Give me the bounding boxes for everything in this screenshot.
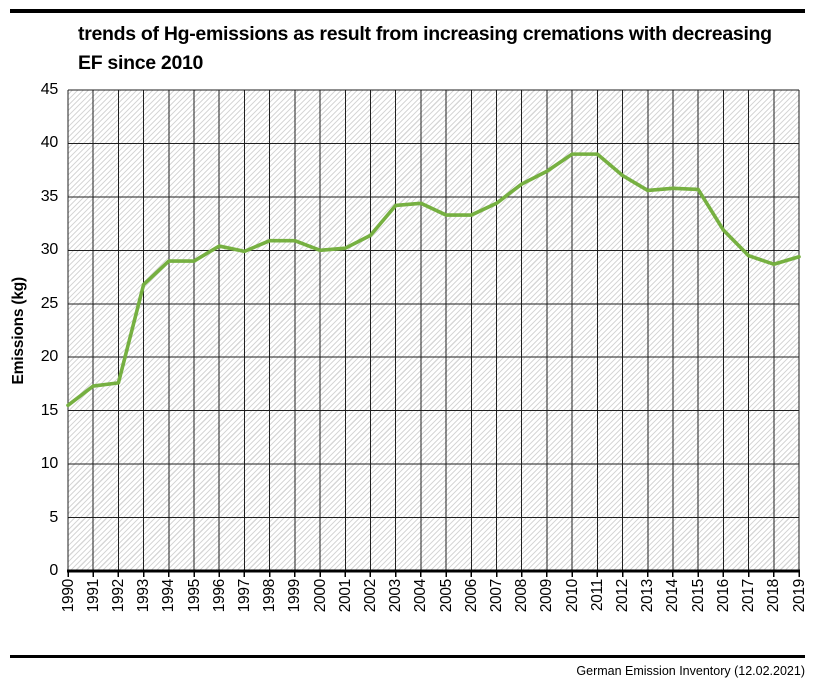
- x-tick-label: 2012: [614, 579, 632, 613]
- x-tick-label: 2010: [563, 579, 581, 613]
- plot-area: [66, 89, 801, 577]
- x-tick-label: 1998: [261, 579, 279, 613]
- chart-title-line1: trends of Hg-emissions as result from in…: [78, 23, 772, 45]
- y-tick-label: 15: [40, 401, 59, 419]
- x-tick-label: 2009: [538, 579, 556, 613]
- x-tick-label: 2007: [488, 579, 506, 613]
- x-tick-label: 2018: [765, 579, 783, 613]
- y-tick-label: 45: [40, 81, 59, 98]
- y-tick-label: 5: [49, 508, 58, 526]
- y-tick-label: 40: [40, 134, 59, 152]
- x-tick-label: 1996: [210, 579, 228, 613]
- x-tick-label: 2005: [437, 579, 455, 613]
- x-tick-label: 1999: [286, 579, 304, 613]
- x-tick-label: 1994: [160, 579, 178, 613]
- x-tick-label: 2006: [462, 579, 480, 613]
- chart-title: trends of Hg-emissions as result from in…: [78, 20, 772, 78]
- x-tick-label: 2016: [714, 579, 732, 613]
- top-divider-bar: [10, 9, 805, 13]
- source-caption: German Emission Inventory (12.02.2021): [576, 664, 805, 678]
- x-tick-label: 2000: [311, 579, 329, 613]
- x-tick-label: 2008: [513, 579, 531, 613]
- x-axis-line: [67, 569, 800, 573]
- y-tick-label: 25: [40, 294, 59, 312]
- x-tick-label: 2003: [387, 579, 405, 613]
- x-tick-label: 1990: [59, 579, 77, 613]
- x-tick-label: 1997: [235, 579, 253, 613]
- chart-title-line2: EF since 2010: [78, 52, 204, 74]
- y-tick-label: 30: [40, 241, 59, 259]
- y-axis-title-text: Emissions (kg): [10, 276, 27, 385]
- x-tick-label: 2001: [336, 579, 354, 613]
- x-tick-label: 1991: [84, 579, 102, 613]
- emissions-series-line: [66, 152, 801, 408]
- line-chart: [66, 89, 801, 577]
- y-tick-label: 35: [40, 187, 59, 205]
- x-tick-label: 1995: [185, 579, 203, 613]
- x-tick-label: 1993: [135, 579, 153, 613]
- x-tick-label: 2019: [790, 579, 808, 613]
- bottom-divider-bar: [10, 655, 805, 658]
- y-tick-label: 10: [40, 455, 59, 473]
- x-tick-label: 2017: [740, 579, 758, 613]
- y-axis-title: Emissions (kg): [10, 90, 28, 571]
- x-tick-label: 2015: [689, 579, 707, 613]
- y-tick-label: 20: [40, 348, 59, 366]
- x-tick-label: 2013: [639, 579, 657, 613]
- x-tick-label: 2014: [664, 579, 682, 613]
- x-tick-label: 2011: [588, 579, 606, 612]
- y-tick-label: 0: [49, 562, 58, 579]
- x-tick-label: 1992: [109, 579, 127, 613]
- x-tick-label: 2002: [361, 579, 379, 613]
- x-tick-label: 2004: [412, 579, 430, 613]
